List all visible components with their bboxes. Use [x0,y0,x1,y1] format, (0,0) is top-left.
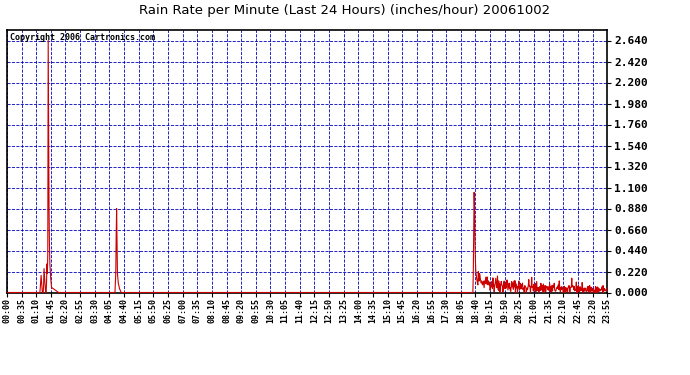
Text: Copyright 2006 Cartronics.com: Copyright 2006 Cartronics.com [10,33,155,42]
Text: Rain Rate per Minute (Last 24 Hours) (inches/hour) 20061002: Rain Rate per Minute (Last 24 Hours) (in… [139,4,551,17]
